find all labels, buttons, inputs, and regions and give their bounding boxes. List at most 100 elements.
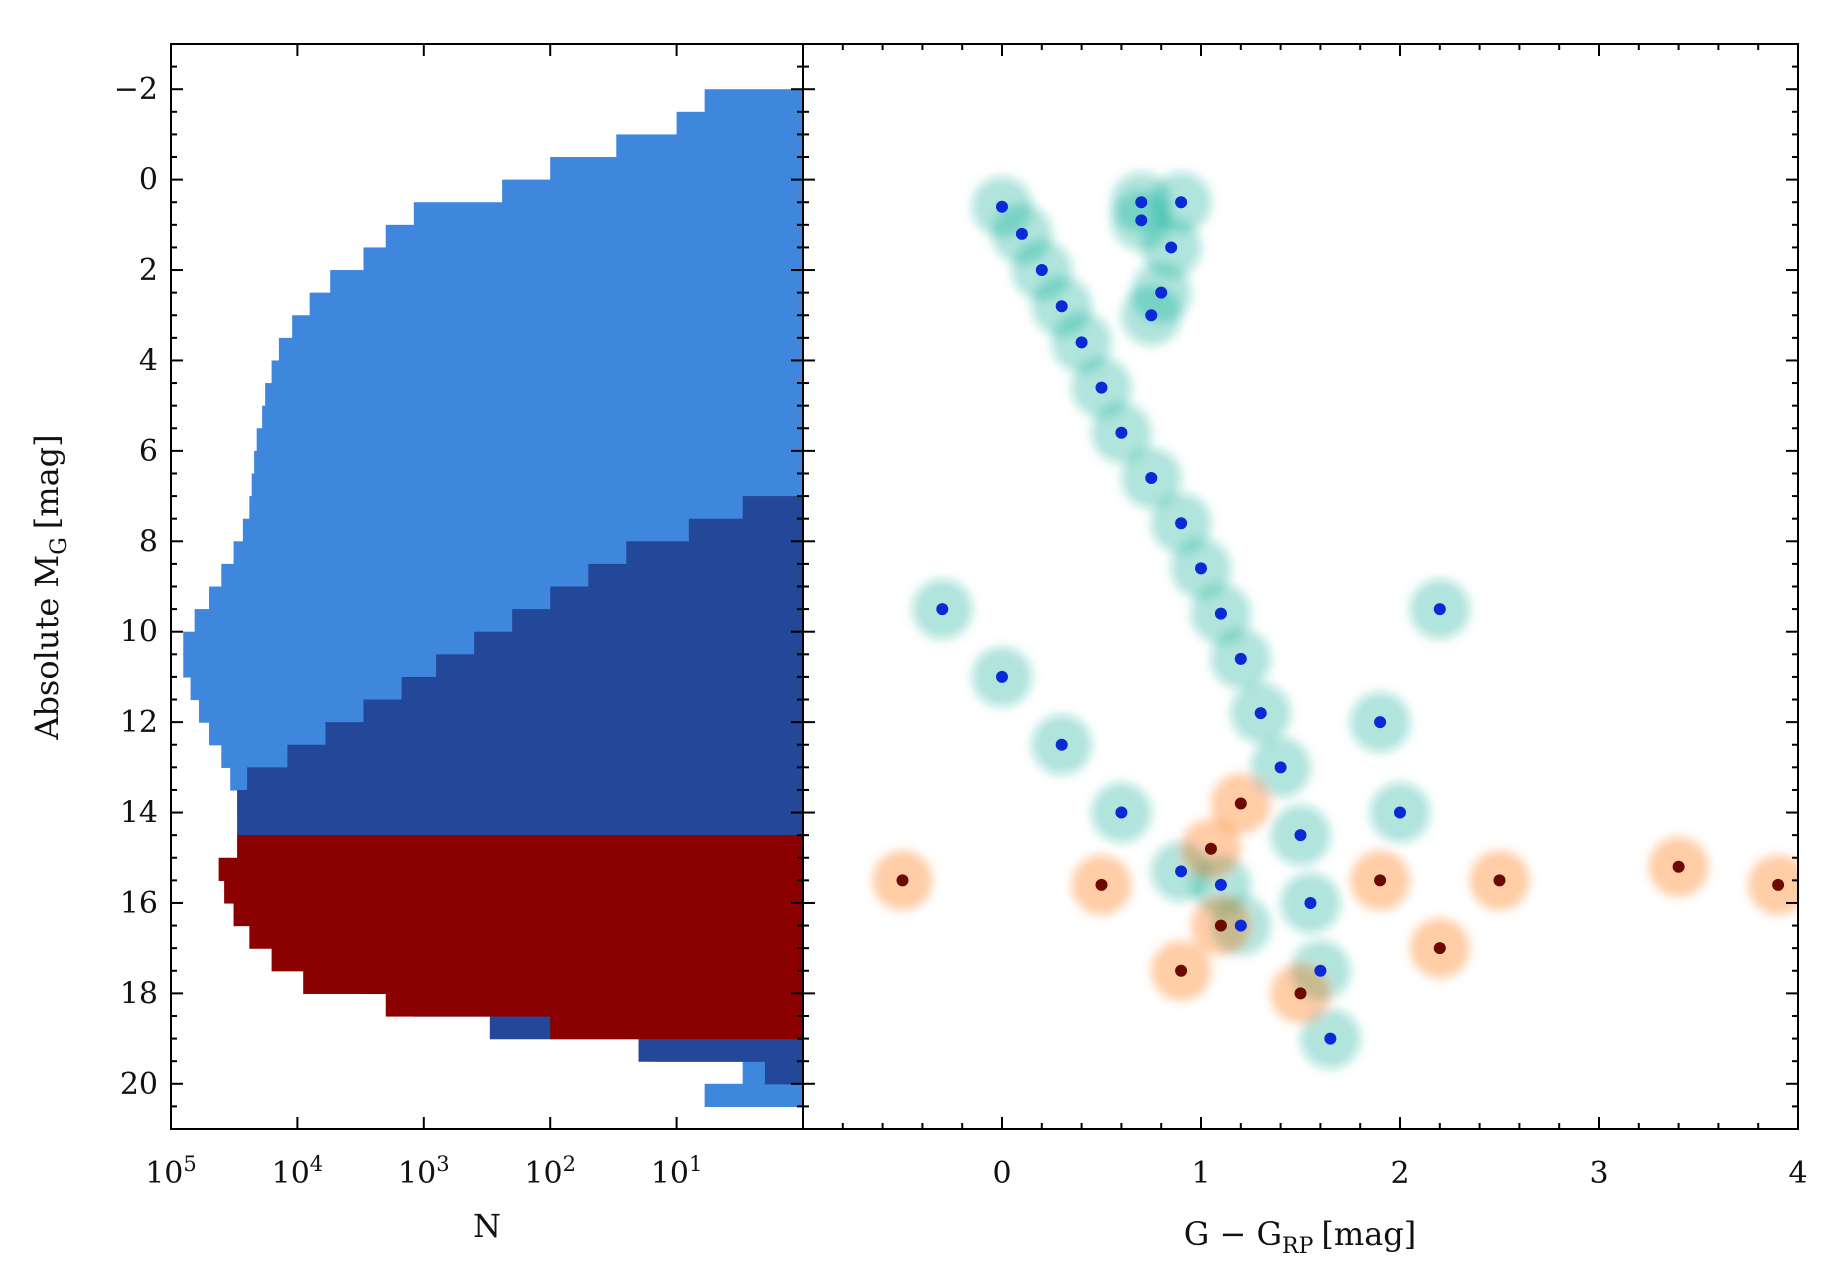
- scatter-density-halos: [872, 172, 1798, 1069]
- histogram-bar-series-2: [550, 1015, 803, 1040]
- histogram-bar-series-2: [237, 835, 803, 859]
- scatter-point-series-0: [1254, 707, 1267, 720]
- histogram-bar-series-1: [742, 496, 803, 520]
- histogram-bar-series-1: [325, 722, 803, 746]
- histogram-bar-series-0: [254, 450, 803, 475]
- scatter-point-series-0: [1234, 919, 1247, 932]
- scatter-point-series-0: [1214, 878, 1227, 891]
- y-tick-label: 2: [139, 253, 158, 288]
- histogram-bar-series-0: [363, 247, 803, 271]
- histogram-bar-series-0: [309, 292, 803, 316]
- scatter-point-series-1: [1095, 878, 1108, 891]
- scatter-point-series-0: [1374, 716, 1387, 729]
- histogram-bar-series-0: [704, 1083, 803, 1107]
- histogram-bars: [183, 89, 803, 1107]
- scatter-point-series-0: [1115, 426, 1128, 439]
- histogram-bar-series-1: [436, 654, 803, 678]
- histogram-bar-series-0: [330, 270, 803, 294]
- scatter-point-series-0: [1075, 336, 1088, 349]
- scatter-point-series-1: [1214, 919, 1227, 932]
- histogram-bar-series-2: [233, 902, 803, 927]
- histogram-bar-series-2: [271, 948, 803, 972]
- scatter-point-series-0: [1195, 562, 1207, 575]
- scatter-point-series-0: [1095, 381, 1108, 394]
- cmd-x-label-main: G − G: [1184, 1215, 1282, 1253]
- histogram-panel: [183, 89, 803, 1107]
- histogram-bar-series-0: [278, 337, 803, 362]
- histogram-bar-series-0: [271, 360, 803, 384]
- cmd-panel: [872, 172, 1798, 1069]
- cmd-x-label-sub: RP: [1282, 1234, 1314, 1259]
- scatter-point-series-0: [1135, 214, 1148, 227]
- scatter-point-series-0: [1324, 1032, 1337, 1045]
- histogram-bar-series-0: [550, 157, 803, 181]
- cmd-x-label: G − GRP [mag]: [1184, 1215, 1417, 1259]
- cmd-x-ticks: 0 1 2 3 4: [802, 44, 1808, 1191]
- histogram-x-tick-label: 103: [398, 1152, 450, 1191]
- y-tick-label: −2: [114, 72, 158, 107]
- histogram-bar-series-2: [218, 857, 803, 881]
- histogram-bar-series-1: [287, 744, 803, 768]
- y-tick-label: 20: [120, 1067, 158, 1102]
- scatter-point-series-1: [1204, 842, 1217, 855]
- cmd-x-tick-label: 0: [992, 1156, 1011, 1191]
- histogram-bar-series-0: [502, 179, 803, 203]
- y-axis-label-unit: [mag]: [28, 434, 66, 529]
- y-tick-label: 12: [120, 705, 158, 740]
- scatter-point-series-0: [1015, 227, 1028, 240]
- scatter-point-series-1: [896, 874, 909, 887]
- y-tick-label: 4: [139, 343, 158, 378]
- scatter-point-series-1: [1672, 860, 1685, 873]
- histogram-bar-series-0: [251, 473, 803, 497]
- scatter-point-series-0: [1175, 196, 1188, 209]
- scatter-point-series-0: [996, 200, 1008, 213]
- scatter-point-series-1: [1772, 878, 1785, 891]
- histogram-bar-series-0: [413, 202, 803, 226]
- scatter-point-series-0: [1165, 241, 1178, 254]
- y-tick-label: 14: [120, 796, 158, 831]
- scatter-point-series-0: [1145, 309, 1158, 322]
- histogram-bar-series-1: [588, 563, 803, 588]
- histogram-bar-series-1: [638, 1038, 803, 1062]
- y-tick-label: 10: [120, 615, 158, 650]
- scatter-point-series-1: [1433, 942, 1446, 955]
- histogram-bar-series-2: [224, 880, 803, 904]
- scatter-point-series-0: [1314, 964, 1327, 977]
- histogram-bar-series-0: [242, 518, 803, 542]
- histogram-bar-series-0: [616, 134, 803, 158]
- histogram-x-tick-label: 104: [272, 1152, 324, 1191]
- histogram-bar-series-1: [550, 586, 803, 610]
- scatter-point-series-0: [1433, 603, 1446, 616]
- histogram-bar-series-0: [676, 111, 803, 136]
- histogram-x-tick-label: 102: [524, 1152, 576, 1191]
- scatter-point-series-0: [1304, 896, 1317, 909]
- scatter-point-series-0: [1135, 196, 1148, 209]
- histogram-bar-series-1: [247, 767, 803, 791]
- scatter-point-series-0: [996, 670, 1008, 683]
- y-tick-label: 0: [139, 163, 158, 198]
- histogram-bar-series-0: [249, 496, 803, 520]
- y-axis-label-main: Absolute M: [28, 555, 66, 741]
- cmd-x-label-unit: [mag]: [1321, 1215, 1416, 1253]
- histogram-bar-series-1: [237, 789, 803, 814]
- histogram-bar-series-1: [474, 631, 803, 655]
- y-tick-label: 6: [139, 434, 158, 469]
- scatter-point-series-1: [1234, 797, 1247, 810]
- scatter-point-series-0: [936, 603, 949, 616]
- scatter-point-series-0: [1175, 517, 1188, 530]
- histogram-x-label: N: [473, 1207, 501, 1245]
- histogram-bar-series-1: [688, 518, 803, 542]
- scatter-point-series-1: [1493, 874, 1506, 887]
- histogram-bar-series-2: [385, 993, 803, 1017]
- histogram-bar-series-1: [512, 609, 803, 633]
- histogram-bar-series-0: [292, 315, 803, 339]
- histogram-bar-series-0: [256, 428, 803, 452]
- y-axis-label: Absolute MG [mag]: [28, 434, 72, 740]
- histogram-bar-series-0: [265, 383, 803, 407]
- y-axis-label-sub: G: [47, 537, 72, 555]
- scatter-point-series-0: [1274, 761, 1287, 774]
- scatter-point-series-0: [1145, 472, 1158, 484]
- scatter-point-series-0: [1175, 865, 1188, 878]
- scatter-point-series-0: [1155, 286, 1168, 299]
